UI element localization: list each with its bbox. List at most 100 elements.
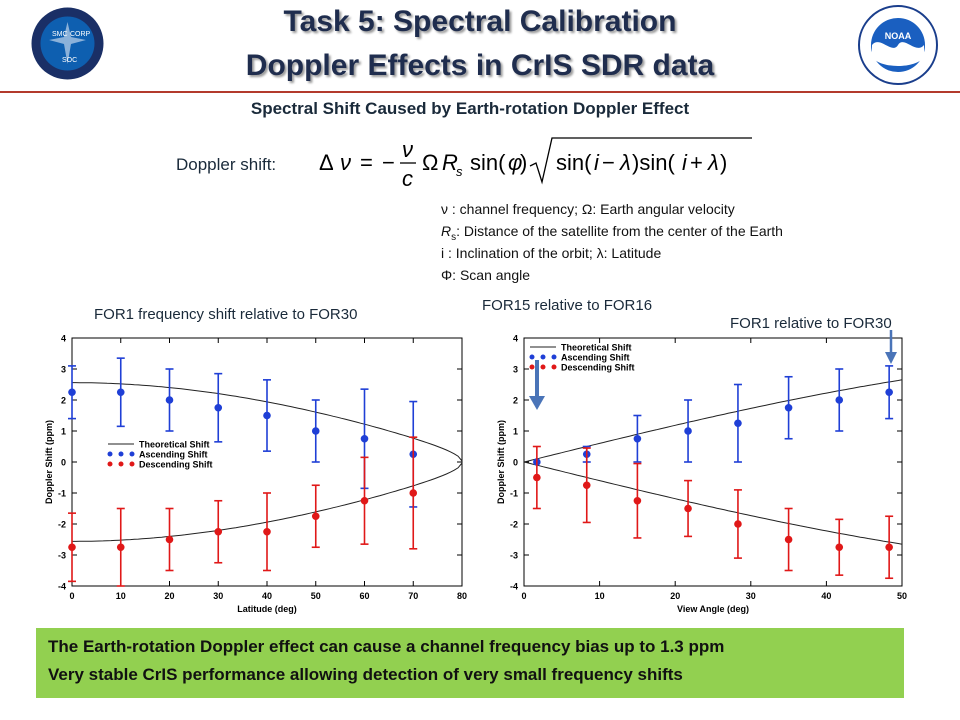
arrow-for15 [529,360,545,410]
svg-text:): ) [720,150,727,175]
theoretical-shift-line [523,379,903,463]
noaa-logo-text: NOAA [885,31,912,41]
ascending-shift-point [835,396,844,404]
y-tick-label: 1 [61,427,66,437]
x-tick-label: 20 [670,591,680,601]
caption-right: FOR1 relative to FOR30 [730,315,892,332]
x-tick-label: 0 [521,591,526,601]
x-tick-label: 0 [69,591,74,601]
conclusion-line-1: The Earth-rotation Doppler effect can ca… [48,637,725,656]
legend-scan-angle: Φ: Scan angle [441,267,531,283]
legend-nu: ν : channel frequency; Ω: Earth angular … [441,201,735,217]
noaa-logo: NOAA [858,5,938,85]
ascending-shift-point [311,427,320,435]
x-tick-label: 20 [164,591,174,601]
descending-shift-point [116,543,125,552]
x-tick-label: 80 [457,591,467,601]
soc-logo-text: SOC [62,57,77,64]
legend-marker [118,451,124,457]
x-tick-label: 30 [213,591,223,601]
legend-marker [551,354,557,360]
descending-shift-point [360,496,369,505]
x-tick-label: 30 [746,591,756,601]
svg-text:+: + [690,150,703,175]
svg-text:ν: ν [402,137,413,162]
title-line-1: Task 5: Spectral Calibration [283,5,677,38]
doppler-formula: Δ ν = − ν c Ω R s sin( φ ) sin( i − λ )s… [319,137,752,191]
x-axis-label: Latitude (deg) [237,604,297,614]
svg-text:Δ: Δ [319,150,334,175]
y-tick-label: -4 [58,582,66,592]
legend-marker [129,451,135,457]
x-tick-label: 70 [408,591,418,601]
svg-text:−: − [602,150,615,175]
svg-text:φ: φ [508,150,522,175]
legend-marker [529,364,535,370]
svg-text:c: c [402,166,413,191]
y-axis-label: Doppler Shift (ppm) [44,420,54,504]
ascending-shift-point [360,434,369,443]
legend-label: Descending Shift [561,363,635,373]
y-tick-label: 1 [513,427,518,437]
ascending-shift-point [784,403,793,412]
descending-shift-point [582,481,591,490]
svg-text:s: s [456,164,463,179]
caption-middle: FOR15 relative to FOR16 [482,297,653,314]
ascending-shift-point [885,388,893,397]
descending-shift-point [214,527,223,536]
svg-text:λ: λ [619,150,631,175]
ascending-shift-point [116,388,125,397]
y-tick-label: -3 [510,551,518,561]
legend-label: Ascending Shift [139,450,208,460]
y-tick-label: 3 [513,365,518,375]
descending-shift-point [633,496,642,505]
descending-shift-point [734,520,742,528]
ascending-shift-point [165,396,174,404]
x-tick-label: 40 [262,591,272,601]
legend-marker [129,461,135,467]
conclusion-box: The Earth-rotation Doppler effect can ca… [36,628,904,698]
legend-label: Theoretical Shift [561,343,632,353]
x-tick-label: 10 [116,591,126,601]
svg-text:sin(: sin( [556,150,592,175]
descending-shift-point [684,504,692,513]
descending-shift-point [533,473,541,482]
y-tick-label: -2 [510,520,518,530]
descending-shift-point [68,543,76,552]
ascending-shift-point [214,403,223,412]
y-tick-label: 0 [61,458,66,468]
legend-label: Theoretical Shift [139,440,210,450]
svg-text:i: i [682,150,688,175]
legend-label: Ascending Shift [561,353,630,363]
svg-text:Ω: Ω [422,150,438,175]
y-tick-label: -2 [58,520,66,530]
doppler-label: Doppler shift: [176,155,277,174]
title-line-2: Doppler Effects in CrIS SDR data [245,49,715,82]
y-tick-label: 2 [513,396,518,406]
corp-logo-text: CORP [70,31,91,38]
y-tick-label: 2 [61,396,66,406]
x-tick-label: 50 [311,591,321,601]
y-tick-label: 0 [513,458,518,468]
descending-shift-point [165,535,174,544]
theoretical-shift-line [523,461,903,545]
ascending-shift-point [684,427,692,435]
svg-text:ν: ν [340,150,351,175]
x-tick-label: 10 [595,591,605,601]
svg-text:): ) [520,150,527,175]
legend-marker [107,461,113,467]
descending-shift-point [311,512,320,521]
legend-marker [540,354,546,360]
y-tick-label: -3 [58,551,66,561]
descending-shift-point [835,543,844,552]
ascending-shift-point [633,434,642,443]
x-tick-label: 50 [897,591,907,601]
descending-shift-point [263,527,271,536]
legend-marker [107,451,113,457]
header-divider [0,91,960,93]
arrow-for1 [885,330,897,364]
y-tick-label: -1 [510,489,518,499]
noaa-nesdis-star-logo: SMC CORP SOC [31,7,104,80]
